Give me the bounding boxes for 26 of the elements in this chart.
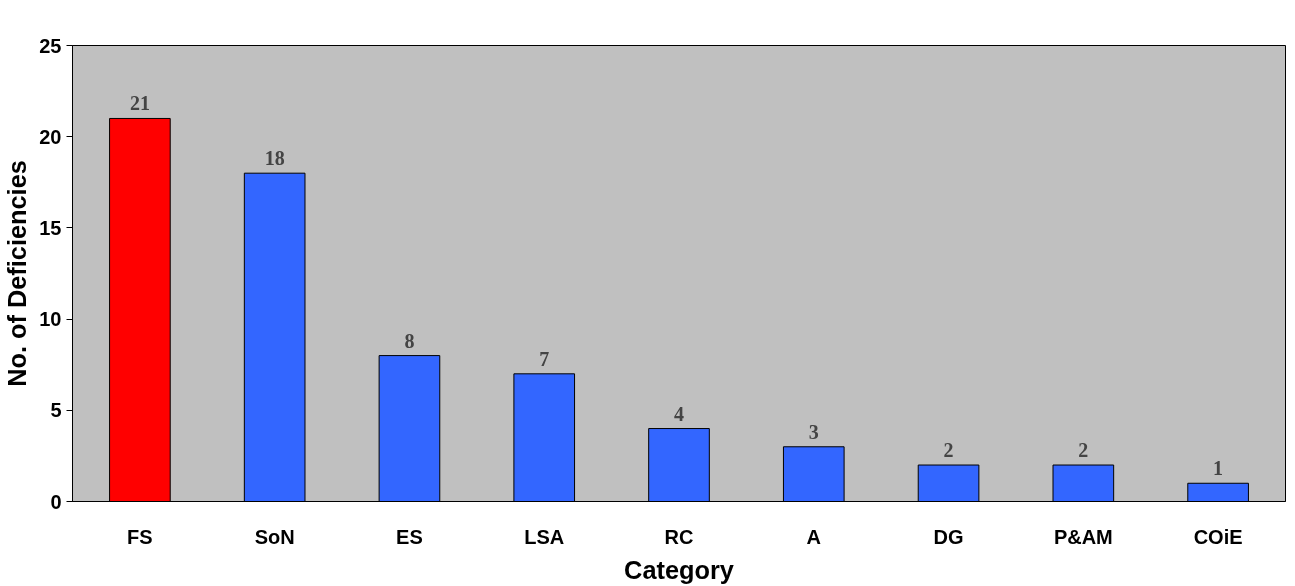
- y-tick-label: 20: [39, 125, 62, 148]
- y-tick-label: 5: [50, 399, 62, 422]
- data-label: 7: [539, 347, 550, 370]
- x-axis-title: Category: [624, 555, 734, 584]
- x-tick-label: LSA: [524, 525, 565, 548]
- x-tick-label: A: [806, 525, 822, 548]
- data-label: 2: [1078, 439, 1089, 462]
- data-label: 3: [808, 420, 819, 443]
- x-tick-label: DG: [933, 525, 964, 548]
- data-label: 1: [1213, 457, 1224, 480]
- x-tick-label: P&AM: [1053, 525, 1113, 548]
- x-tick-label: COiE: [1193, 525, 1243, 548]
- x-tick-label: SoN: [254, 525, 295, 548]
- y-tick-label: 15: [39, 216, 62, 239]
- y-tick-label: 25: [39, 34, 62, 57]
- y-axis-title: No. of Deficiencies: [3, 160, 32, 387]
- x-tick-label: ES: [396, 525, 423, 548]
- data-label: 4: [674, 402, 684, 425]
- y-tick-label: 10: [39, 308, 62, 331]
- data-label: 18: [264, 147, 285, 170]
- data-label: 8: [404, 329, 415, 352]
- data-label: 2: [943, 439, 954, 462]
- x-tick-label: RC: [664, 525, 694, 548]
- y-tick-label: 0: [50, 490, 62, 513]
- x-tick-label: FS: [127, 525, 153, 548]
- data-label: 21: [129, 92, 150, 115]
